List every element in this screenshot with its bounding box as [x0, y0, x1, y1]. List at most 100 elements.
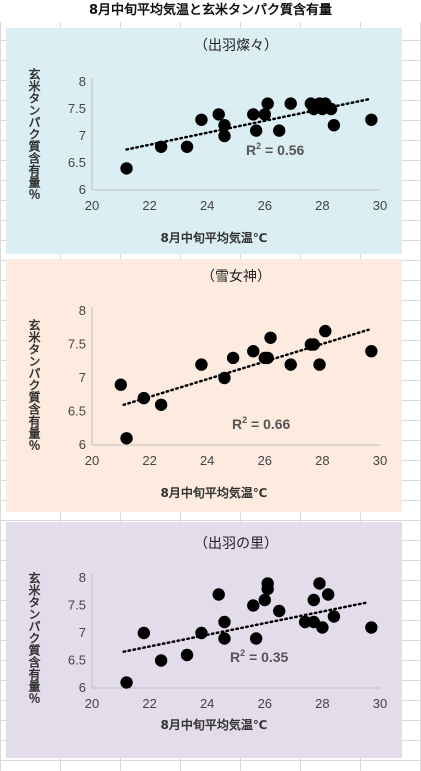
scatter-point-dewa-sansan	[195, 113, 208, 127]
x-axis-label: 8月中旬平均気温℃	[161, 717, 268, 732]
scatter-point-yuki-megami	[261, 351, 274, 365]
x-tick-label: 22	[142, 696, 156, 711]
x-tick-label: 30	[373, 453, 387, 468]
y-tick-label: 7	[79, 370, 86, 385]
scatter-point-yuki-megami	[307, 338, 320, 351]
y-tick-label: 7.5	[68, 101, 86, 116]
y-axis-label: 玄米タンパク質含有量％	[27, 318, 41, 451]
scatter-point-dewa-sansan	[218, 129, 231, 143]
x-tick-label: 26	[258, 198, 272, 213]
scatter-point-yuki-megami	[247, 345, 260, 358]
x-tick-label: 30	[373, 198, 387, 213]
scatter-chart-dewa-no-sato: （出羽の里） 6 6.5 7 7.5 8 20 22 24 26 28 30 8月中旬平均気温℃ 玄米タン…	[27, 536, 387, 732]
scatter-point-dewa-no-sato	[218, 615, 231, 629]
y-tick-label: 7.5	[68, 598, 86, 613]
r-squared-symbol: R	[232, 416, 242, 432]
y-tick-label: 7	[79, 625, 86, 640]
y-axis-label: 玄米タンパク質含有量％	[27, 571, 41, 704]
chart-panel-dewa-no-sato: （出羽の里） 6 6.5 7 7.5 8 20 22 24 26 28 30 8月中旬平均気温℃ 玄米タン…	[6, 522, 402, 758]
scatter-point-dewa-sansan	[120, 162, 133, 175]
scatter-point-dewa-sansan	[365, 113, 378, 127]
scatter-point-dewa-no-sato	[249, 632, 263, 645]
chart-panel-dewa-sansan: （出羽燦々） 6 6.5 7 7.5 8 20 22 24 26 28 30 8月中旬平均気温℃ 玄米タン…	[6, 28, 402, 254]
r-squared-symbol: R	[230, 649, 240, 665]
x-tick-label: 30	[373, 696, 387, 711]
scatter-point-yuki-megami	[120, 432, 133, 445]
scatter-point-dewa-no-sato	[258, 593, 271, 607]
scatter-point-dewa-no-sato	[307, 593, 320, 607]
scatter-point-dewa-sansan	[273, 124, 286, 137]
r-squared-symbol: R	[246, 142, 256, 158]
y-tick-label: 6	[79, 680, 86, 695]
scatter-point-dewa-sansan	[249, 124, 263, 137]
x-tick-label: 26	[258, 453, 272, 468]
y-tick-label: 8	[79, 303, 86, 318]
y-tick-label: 6	[79, 182, 86, 197]
scatter-point-dewa-no-sato	[247, 599, 260, 612]
x-axis-label: 8月中旬平均気温℃	[161, 485, 268, 500]
scatter-point-dewa-no-sato	[313, 577, 326, 590]
scatter-point-yuki-megami	[218, 371, 231, 385]
scatter-point-dewa-no-sato	[195, 626, 208, 640]
y-tick-label: 6	[79, 437, 86, 452]
scatter-point-yuki-megami	[313, 358, 326, 371]
scatter-point-dewa-sansan	[180, 140, 194, 153]
y-axis-label: 玄米タンパク質含有量％	[27, 67, 41, 200]
y-tick-label: 6.5	[68, 404, 86, 419]
page-title: 8月中旬平均気温と玄米タンパク質含有量	[0, 0, 421, 22]
scatter-point-yuki-megami	[137, 391, 151, 405]
scatter-point-dewa-no-sato	[218, 632, 231, 645]
chart-panel-yuki-megami: （雪女神） 6 6.5 7 7.5 8 20 22 24 26 28 30 8月中旬平均気温℃ 玄米タンパ…	[6, 259, 402, 512]
r-squared-value: = 0.56	[261, 142, 304, 158]
r-squared-exponent: 2	[256, 141, 261, 151]
x-tick-label: 20	[85, 453, 99, 468]
x-tick-label: 28	[315, 453, 329, 468]
y-tick-label: 8	[79, 74, 86, 89]
scatter-point-dewa-no-sato	[273, 604, 286, 618]
scatter-point-dewa-no-sato	[120, 676, 133, 689]
chart-title: （出羽の里）	[194, 536, 278, 552]
r-squared-label: R2 = 0.56	[246, 141, 305, 158]
scatter-point-yuki-megami	[226, 351, 240, 365]
y-tick-label: 6.5	[68, 155, 86, 170]
scatter-point-dewa-no-sato	[316, 621, 329, 634]
scatter-point-dewa-sansan	[212, 108, 225, 121]
chart-title: （雪女神）	[201, 268, 271, 285]
x-tick-label: 22	[142, 198, 156, 213]
chart-title: （出羽燦々）	[194, 38, 278, 54]
scatter-point-dewa-sansan	[324, 102, 338, 116]
x-tick-label: 20	[85, 696, 99, 711]
scatter-point-dewa-no-sato	[137, 626, 151, 640]
scatter-point-dewa-no-sato	[298, 615, 312, 629]
r-squared-label: R2 = 0.35	[230, 648, 289, 665]
r-squared-value: = 0.66	[247, 416, 290, 432]
scatter-point-dewa-no-sato	[180, 648, 194, 662]
x-tick-label: 24	[200, 453, 214, 468]
scatter-point-dewa-sansan	[247, 108, 260, 121]
x-tick-label: 26	[258, 696, 272, 711]
x-tick-label: 22	[142, 453, 156, 468]
x-tick-label: 28	[315, 696, 329, 711]
scatter-point-dewa-no-sato	[327, 610, 341, 623]
x-tick-label: 24	[200, 198, 214, 213]
scatter-chart-yuki-megami: （雪女神） 6 6.5 7 7.5 8 20 22 24 26 28 30 8月中旬平均気温℃ 玄米タンパ…	[27, 268, 387, 500]
scatter-point-yuki-megami	[284, 358, 297, 371]
scatter-chart-dewa-sansan: （出羽燦々） 6 6.5 7 7.5 8 20 22 24 26 28 30 8月中旬平均気温℃ 玄米タン…	[27, 38, 387, 245]
x-axis-label: 8月中旬平均気温℃	[161, 230, 268, 245]
scatter-point-dewa-no-sato	[321, 588, 335, 601]
y-tick-label: 7.5	[68, 337, 86, 352]
y-tick-label: 8	[79, 570, 86, 585]
scatter-point-dewa-no-sato	[365, 621, 378, 634]
scatter-point-yuki-megami	[264, 331, 277, 344]
x-tick-label: 28	[315, 198, 329, 213]
scatter-point-dewa-sansan	[261, 97, 274, 110]
x-tick-label: 20	[85, 198, 99, 213]
x-tick-label: 24	[200, 696, 214, 711]
scatter-point-yuki-megami	[154, 398, 168, 411]
scatter-point-dewa-sansan	[154, 140, 168, 153]
scatter-point-yuki-megami	[195, 358, 208, 371]
scatter-point-yuki-megami	[365, 345, 378, 358]
scatter-point-dewa-sansan	[327, 119, 341, 132]
y-tick-label: 7	[79, 128, 86, 143]
scatter-point-yuki-megami	[319, 324, 332, 338]
